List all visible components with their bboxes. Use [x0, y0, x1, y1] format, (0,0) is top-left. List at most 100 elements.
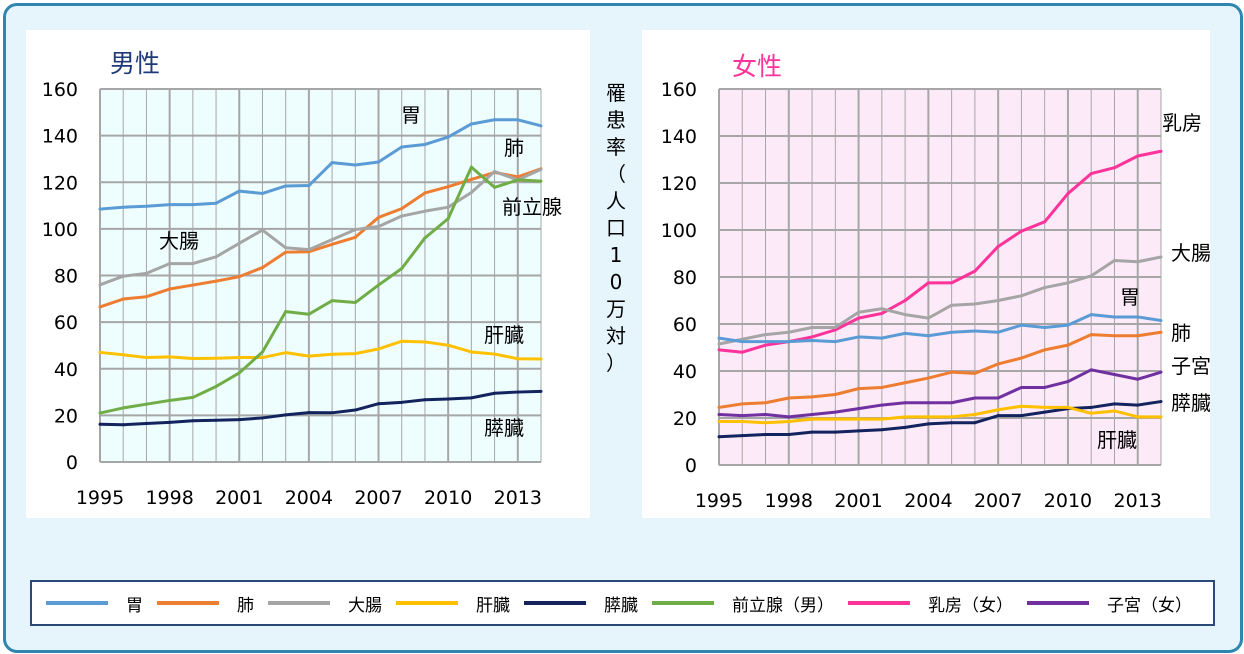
male-chart: 0 20 40 60 80 100 120 140 160 1995 1998 2001 2004 200… [42, 49, 562, 509]
data-point [284, 246, 288, 250]
data-point [1043, 410, 1047, 414]
data-point [237, 371, 241, 375]
data-point [237, 418, 241, 422]
data-point [973, 302, 977, 306]
legend-swatch [396, 601, 458, 605]
data-point [903, 425, 907, 429]
series-label: 膵臓 [1171, 391, 1210, 415]
data-point [764, 432, 768, 436]
x-tick-label: 2004 [904, 490, 952, 512]
data-point [764, 412, 768, 416]
data-point [717, 336, 721, 340]
data-point [926, 422, 930, 426]
data-point [516, 175, 520, 179]
series-line-肝臓 [719, 404, 1161, 425]
data-point [330, 352, 334, 356]
data-point [214, 201, 218, 205]
data-point [191, 203, 195, 207]
legend-swatch [157, 601, 219, 605]
x-tick-label: 2007 [354, 487, 402, 509]
x-tick-label: 2004 [285, 487, 333, 509]
data-point [1159, 318, 1163, 322]
data-point [880, 336, 884, 340]
data-point [740, 350, 744, 354]
data-point [950, 281, 954, 285]
data-point [1089, 411, 1093, 415]
data-point [810, 326, 814, 330]
data-point [1159, 400, 1163, 404]
data-point [400, 400, 404, 404]
x-tick-label: 2010 [424, 487, 472, 509]
data-point [1089, 313, 1093, 317]
series-line-膵臓 [718, 400, 1162, 439]
y-tick-label: 0 [66, 452, 78, 474]
data-point [307, 248, 311, 252]
data-point [764, 340, 768, 344]
data-point [833, 326, 837, 330]
data-point [880, 311, 884, 315]
y-tick-label: 100 [661, 220, 697, 242]
data-point [121, 406, 125, 410]
data-point [168, 287, 172, 291]
legend-swatch [46, 601, 108, 605]
data-point [857, 335, 861, 339]
data-point [950, 401, 954, 405]
y-tick-label: 80 [54, 266, 78, 288]
data-point [353, 301, 357, 305]
data-point [1043, 385, 1047, 389]
data-point [539, 124, 543, 128]
data-point [330, 238, 334, 242]
data-point [168, 203, 172, 207]
data-point [353, 235, 357, 239]
data-point [1089, 274, 1093, 278]
legend-item: 乳房（女） [848, 591, 1013, 616]
data-point [833, 430, 837, 434]
series-line-膵臓 [99, 389, 542, 427]
data-point [1066, 281, 1070, 285]
data-point [1043, 286, 1047, 290]
data-point [144, 356, 148, 360]
data-point [973, 371, 977, 375]
y-tick-label: 120 [661, 173, 697, 195]
data-point [880, 428, 884, 432]
data-point [446, 343, 450, 347]
data-point [1112, 402, 1116, 406]
data-point [144, 295, 148, 299]
data-point [1066, 405, 1070, 409]
legend-item: 肺 [157, 591, 254, 616]
data-point [121, 297, 125, 301]
data-point [144, 402, 148, 406]
data-point [810, 335, 814, 339]
data-point [1043, 220, 1047, 224]
data-point [717, 342, 721, 346]
data-point [98, 422, 102, 426]
series-label: 胃 [1120, 285, 1140, 309]
data-point [1066, 380, 1070, 384]
data-point [1066, 192, 1070, 196]
data-point [98, 305, 102, 309]
data-point [191, 283, 195, 287]
legend-item: 胃 [46, 591, 143, 616]
data-point [857, 429, 861, 433]
data-point [168, 420, 172, 424]
data-point [1112, 166, 1116, 170]
data-point [377, 283, 381, 287]
data-point [787, 396, 791, 400]
y-tick-label: 160 [42, 79, 78, 101]
data-point [996, 408, 1000, 412]
series-line-肺 [99, 167, 542, 309]
data-point [1043, 348, 1047, 352]
x-tick-label: 1998 [765, 490, 813, 512]
data-point [539, 389, 543, 393]
data-point [516, 390, 520, 394]
data-point [1112, 409, 1116, 413]
series-label: 肺 [504, 136, 524, 160]
data-point [996, 330, 1000, 334]
x-tick-label: 2001 [834, 490, 882, 512]
series-label: 肝臓 [1097, 428, 1137, 452]
data-point [764, 343, 768, 347]
data-point [1136, 315, 1140, 319]
data-point [740, 402, 744, 406]
legend-swatch [1027, 601, 1089, 605]
data-point [493, 352, 497, 356]
